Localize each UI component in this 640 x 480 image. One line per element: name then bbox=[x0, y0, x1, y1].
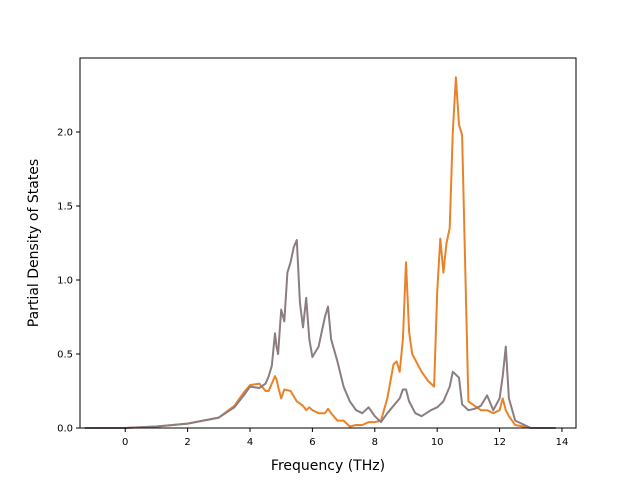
y-axis-title: Partial Density of States bbox=[26, 159, 42, 327]
series-line-1 bbox=[84, 76, 556, 429]
x-tick-label: 4 bbox=[247, 437, 253, 448]
series-layer bbox=[84, 76, 556, 429]
y-tick-label: 0.0 bbox=[57, 424, 73, 435]
y-tick-label: 1.5 bbox=[57, 202, 73, 213]
x-tick-label: 2 bbox=[184, 437, 190, 448]
y-tick-label: 2.0 bbox=[57, 128, 73, 139]
x-tick-label: 12 bbox=[493, 437, 506, 448]
plot-frame bbox=[79, 57, 577, 429]
x-axis-ticks: 0 2 4 6 8 10 12 14 bbox=[122, 428, 568, 448]
y-tick-label: 0.5 bbox=[57, 350, 73, 361]
x-tick-label: 8 bbox=[372, 437, 378, 448]
x-tick-label: 0 bbox=[122, 437, 128, 448]
x-axis-title: Frequency (THz) bbox=[271, 458, 385, 474]
y-axis-ticks: 0.0 0.5 1.0 1.5 2.0 bbox=[57, 128, 80, 435]
series-line-2 bbox=[84, 239, 556, 429]
x-tick-label: 14 bbox=[556, 437, 569, 448]
x-tick-label: 10 bbox=[431, 437, 444, 448]
x-tick-label: 6 bbox=[309, 437, 315, 448]
y-tick-label: 1.0 bbox=[57, 276, 73, 287]
